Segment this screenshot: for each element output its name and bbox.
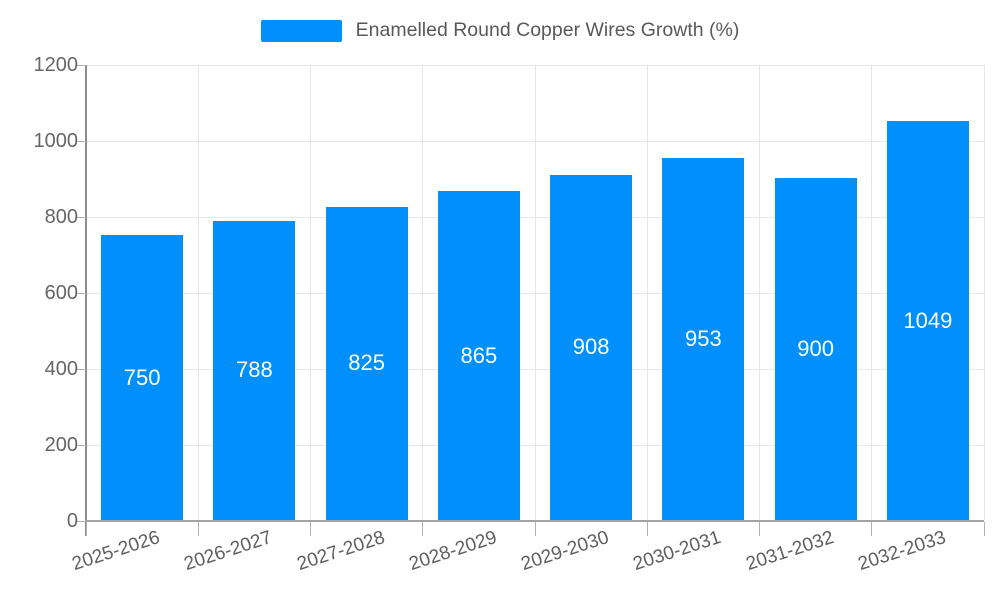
x-tick (197, 522, 199, 536)
bar-value-label: 900 (797, 336, 834, 361)
y-tick (77, 520, 86, 522)
gridline-v (310, 65, 311, 521)
gridline-v (759, 65, 760, 521)
bar-value-label: 953 (685, 325, 722, 351)
bar-2026-2027[interactable]: 788 (213, 220, 296, 520)
bar-2030-2031[interactable]: 953 (662, 157, 745, 520)
y-tick (77, 444, 86, 446)
x-axis-tick-label: 2032-2033 (855, 527, 949, 576)
y-axis-tick-label: 200 (44, 434, 78, 456)
bar-value-label: 1049 (903, 307, 953, 333)
gridline-v (197, 65, 199, 521)
x-tick (646, 522, 648, 536)
y-tick (77, 368, 86, 370)
gridline-v (422, 65, 424, 521)
y-axis-line (85, 65, 87, 536)
gridline-v (871, 65, 873, 521)
gridline-v (983, 65, 985, 521)
bar-2025-2026[interactable]: 750 (101, 235, 184, 520)
bar-2029-2030[interactable]: 908 (550, 174, 633, 520)
legend-swatch-icon[interactable] (260, 19, 342, 42)
x-axis-tick-label: 2025-2026 (69, 527, 163, 576)
y-axis-tick-label: 0 (66, 510, 78, 532)
y-tick (77, 140, 86, 142)
y-tick (77, 216, 86, 218)
x-tick (310, 522, 311, 536)
x-axis-tick-label: 2030-2031 (630, 527, 724, 576)
x-axis-line (85, 520, 984, 522)
y-tick (77, 292, 86, 294)
y-axis-tick-label: 800 (44, 206, 78, 228)
x-axis-tick-label: 2029-2030 (518, 527, 612, 576)
bar-value-label: 908 (572, 334, 610, 360)
gridline-v (646, 65, 648, 521)
plot-area: 750 788 825 865 908 953 900 1049 0 200 400 600 800 1… (34, 54, 985, 575)
x-axis-tick-label: 2028-2029 (406, 527, 500, 576)
x-tick (422, 522, 424, 536)
bar-value-label: 825 (348, 350, 385, 376)
y-axis-tick-label: 600 (44, 282, 78, 304)
bar-value-label: 750 (123, 364, 161, 390)
bar-value-label: 788 (236, 357, 273, 383)
x-axis-tick-label: 2026-2027 (181, 527, 275, 576)
chart-legend: Enamelled Round Copper Wires Growth (%) (0, 19, 1000, 42)
legend-series-label[interactable]: Enamelled Round Copper Wires Growth (%) (355, 19, 740, 41)
x-tick (871, 522, 873, 536)
x-tick (983, 522, 985, 536)
x-axis-tick-label: 2031-2032 (743, 527, 837, 576)
bar-value-label: 865 (460, 342, 498, 368)
y-axis-tick-label: 1200 (33, 54, 79, 76)
x-tick (759, 522, 760, 536)
bar-2032-2033[interactable]: 1049 (886, 121, 969, 520)
bar-2031-2032[interactable]: 900 (774, 178, 857, 520)
x-tick (534, 522, 536, 536)
bar-2028-2029[interactable]: 865 (437, 191, 520, 520)
y-tick (77, 64, 86, 66)
x-tick (85, 522, 87, 536)
y-axis-tick-label: 1000 (33, 130, 79, 152)
y-axis-tick-label: 400 (44, 358, 78, 380)
x-axis-tick-label: 2027-2028 (294, 527, 388, 576)
bar-2027-2028[interactable]: 825 (325, 206, 408, 520)
gridline-v (534, 65, 536, 521)
